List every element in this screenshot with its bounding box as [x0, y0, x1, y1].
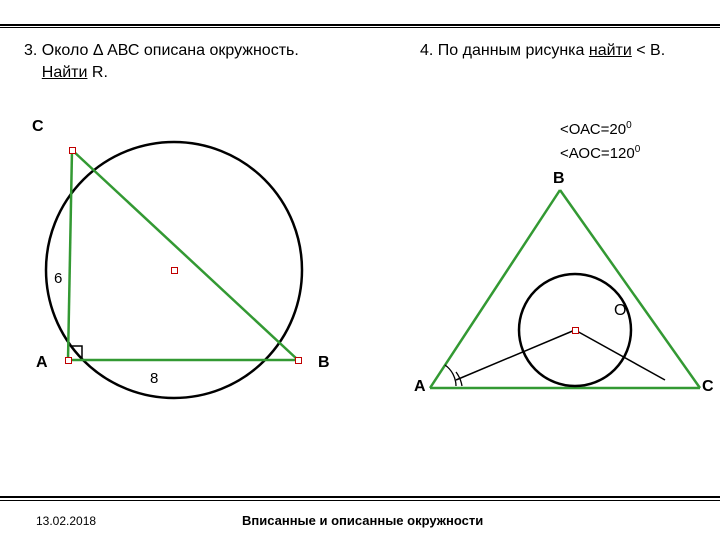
triangle4-side-ab	[430, 190, 560, 388]
label-c4: С	[702, 378, 714, 396]
label-o4: О	[614, 302, 626, 320]
diagram-4-svg	[0, 0, 720, 540]
angle-arc-a	[445, 365, 456, 386]
radius-oc	[575, 330, 665, 380]
center-marker-o4	[572, 327, 579, 334]
footer-rule-thin	[0, 500, 720, 501]
radius-oa	[456, 330, 575, 380]
triangle4-side-bc	[560, 190, 700, 388]
label-b4: В	[553, 170, 565, 188]
footer-title: Вписанные и описанные окружности	[242, 513, 483, 528]
label-a4: А	[414, 378, 426, 396]
footer-date: 13.02.2018	[36, 514, 96, 528]
footer-rule-thick	[0, 496, 720, 498]
